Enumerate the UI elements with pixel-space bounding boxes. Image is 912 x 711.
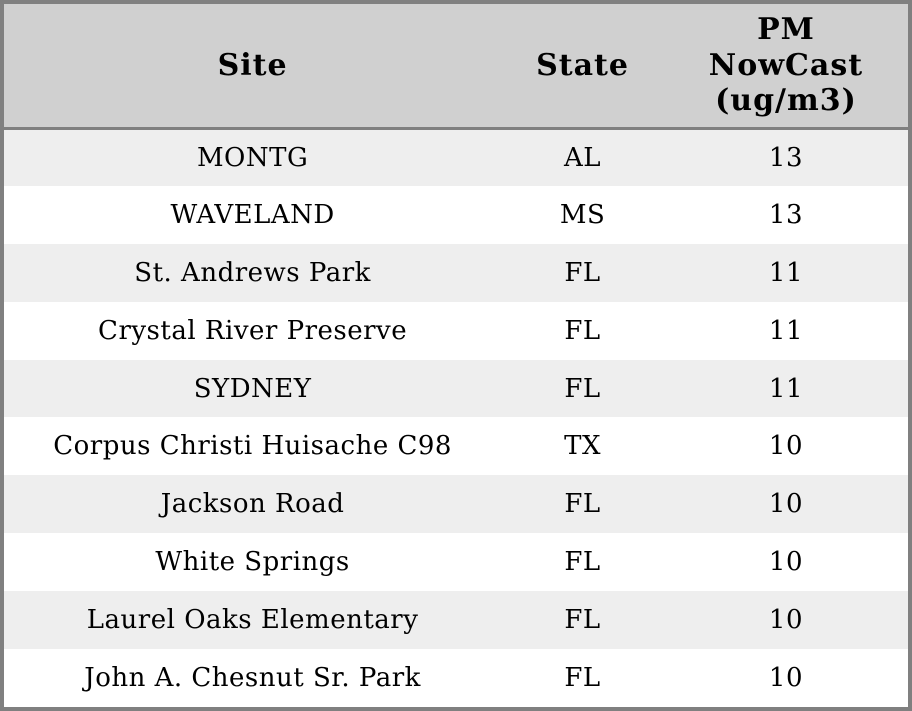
table-row: Crystal River Preserve FL 11 <box>4 301 908 360</box>
state-cell: AL <box>564 142 602 173</box>
pm-cell: 10 <box>768 489 803 520</box>
table-row: St. Andrews Park FL 11 <box>4 243 908 302</box>
table-row: WAVELAND MS 13 <box>4 185 908 244</box>
table-row: SYDNEY FL 11 <box>4 359 908 418</box>
site-cell: MONTG <box>196 142 309 173</box>
state-cell: FL <box>564 257 601 288</box>
air-quality-table: Site State PM NowCast (ug/m3) MONTG AL 1… <box>4 4 908 707</box>
header-pm-line1: PM <box>757 12 815 48</box>
pm-cell: 13 <box>768 142 803 173</box>
header-state-label: State <box>536 47 629 83</box>
site-cell: White Springs <box>155 547 350 578</box>
pm-cell: 10 <box>768 431 803 462</box>
state-cell: TX <box>564 431 601 462</box>
state-cell: FL <box>564 489 601 520</box>
table-row: Corpus Christi Huisache C98 TX 10 <box>4 417 908 476</box>
site-cell: Corpus Christi Huisache C98 <box>53 431 452 462</box>
pm-cell: 13 <box>768 199 803 230</box>
table-row: John A. Chesnut Sr. Park FL 10 <box>4 649 908 707</box>
table-row: Laurel Oaks Elementary FL 10 <box>4 591 908 650</box>
pm-cell: 11 <box>768 373 803 404</box>
header-pm-nowcast: PM NowCast (ug/m3) <box>663 4 908 130</box>
table-row: White Springs FL 10 <box>4 533 908 592</box>
state-cell: FL <box>564 373 601 404</box>
pm-cell: 10 <box>768 663 803 693</box>
state-cell: FL <box>564 315 601 346</box>
state-cell: FL <box>564 663 601 693</box>
pm-cell: 10 <box>768 605 803 636</box>
site-cell: St. Andrews Park <box>134 257 371 288</box>
header-state: State <box>501 4 664 130</box>
site-cell: John A. Chesnut Sr. Park <box>84 663 421 693</box>
site-cell: Laurel Oaks Elementary <box>86 605 419 636</box>
table-row: MONTG AL 13 <box>4 128 908 186</box>
pm-cell: 11 <box>768 257 803 288</box>
site-cell: WAVELAND <box>170 199 335 230</box>
header-pm-line3: (ug/m3) <box>715 82 857 118</box>
state-cell: FL <box>564 605 601 636</box>
pm-cell: 11 <box>768 315 803 346</box>
table-body: MONTG AL 13 WAVELAND MS 13 St. Andrews P… <box>4 128 908 707</box>
table-header: Site State PM NowCast (ug/m3) <box>4 4 908 130</box>
state-cell: FL <box>564 547 601 578</box>
site-cell: SYDNEY <box>193 373 312 404</box>
header-site: Site <box>4 4 502 130</box>
header-site-label: Site <box>217 47 288 83</box>
header-row: Site State PM NowCast (ug/m3) <box>4 4 908 130</box>
header-pm-line2: NowCast <box>708 47 864 83</box>
pm-cell: 10 <box>768 547 803 578</box>
table-row: Jackson Road FL 10 <box>4 475 908 534</box>
site-cell: Jackson Road <box>160 489 345 520</box>
state-cell: MS <box>559 199 606 230</box>
site-cell: Crystal River Preserve <box>98 315 408 346</box>
